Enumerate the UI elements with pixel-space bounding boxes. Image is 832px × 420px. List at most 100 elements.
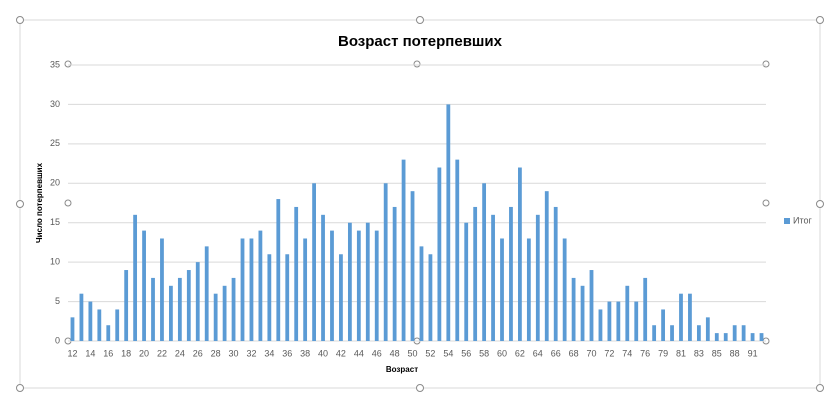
x-tick-label: 32 xyxy=(246,348,256,358)
bar xyxy=(500,238,504,341)
bar xyxy=(231,277,236,341)
x-tick-label: 30 xyxy=(229,348,239,358)
x-tick-label: 46 xyxy=(372,348,382,358)
x-tick-label: 83 xyxy=(694,348,704,358)
x-tick-label: 14 xyxy=(85,348,95,358)
bar xyxy=(652,325,657,341)
x-tick-label: 88 xyxy=(730,348,740,358)
y-tick-label: 10 xyxy=(50,257,60,267)
bar xyxy=(473,206,478,341)
x-tick-label: 68 xyxy=(569,348,579,358)
bar xyxy=(464,222,469,341)
bar xyxy=(705,317,710,341)
bar xyxy=(428,254,433,341)
bar xyxy=(509,206,513,341)
y-tick-label: 25 xyxy=(50,138,60,148)
bar xyxy=(562,238,567,341)
x-tick-label: 38 xyxy=(300,348,310,358)
bar xyxy=(312,183,316,341)
bar xyxy=(267,254,272,341)
x-tick-label: 60 xyxy=(497,348,507,358)
bar xyxy=(124,270,129,341)
x-tick-label: 42 xyxy=(336,348,346,358)
y-tick-label: 30 xyxy=(50,99,60,109)
bar xyxy=(276,199,281,341)
x-tick-label: 62 xyxy=(515,348,525,358)
bar xyxy=(222,285,227,341)
x-tick-label: 64 xyxy=(533,348,543,358)
x-tick-label: 85 xyxy=(712,348,722,358)
x-tick-label: 79 xyxy=(658,348,668,358)
chart-title: Возраст потерпевших xyxy=(338,33,503,50)
bar xyxy=(169,285,173,341)
bar xyxy=(213,293,218,341)
bar xyxy=(419,246,424,341)
x-tick-label: 54 xyxy=(443,348,453,358)
y-tick-label: 15 xyxy=(50,217,60,227)
bar xyxy=(518,167,522,341)
x-tick-label: 48 xyxy=(390,348,400,358)
x-tick-label: 36 xyxy=(282,348,292,358)
x-tick-label: 56 xyxy=(461,348,471,358)
bar xyxy=(696,325,701,341)
bar xyxy=(133,214,138,341)
y-axis-label: Число потерпевших xyxy=(35,162,44,243)
bar xyxy=(151,277,155,341)
bar xyxy=(544,191,549,341)
y-tick-label: 5 xyxy=(55,296,60,306)
bar xyxy=(70,317,75,341)
bar xyxy=(79,293,84,341)
bar xyxy=(339,254,343,341)
x-tick-label: 44 xyxy=(354,348,364,358)
x-tick-label: 18 xyxy=(121,348,131,358)
bar xyxy=(106,325,111,341)
x-tick-label: 50 xyxy=(408,348,418,358)
legend-label: Итог xyxy=(793,215,812,225)
bar xyxy=(195,262,200,341)
bar xyxy=(186,270,191,341)
bar xyxy=(634,301,639,341)
x-tick-label: 20 xyxy=(139,348,149,358)
bar xyxy=(97,309,102,341)
bar xyxy=(365,222,370,341)
x-tick-label: 70 xyxy=(586,348,596,358)
bar xyxy=(482,183,487,341)
bar xyxy=(258,230,263,341)
bar xyxy=(670,325,674,341)
bar xyxy=(607,301,612,341)
bar xyxy=(383,183,388,341)
bar xyxy=(437,167,442,341)
bar xyxy=(759,333,764,341)
bar xyxy=(750,333,755,341)
x-tick-label: 72 xyxy=(604,348,614,358)
bar xyxy=(714,333,719,341)
x-tick-label: 76 xyxy=(640,348,650,358)
bar xyxy=(303,238,308,341)
x-tick-label: 81 xyxy=(676,348,686,358)
x-tick-label: 74 xyxy=(622,348,632,358)
bar xyxy=(177,277,182,341)
x-tick-label: 66 xyxy=(551,348,561,358)
bar xyxy=(616,301,621,341)
bar xyxy=(625,285,630,341)
bar xyxy=(321,214,325,341)
bar xyxy=(491,214,495,341)
bar xyxy=(526,238,531,341)
x-tick-label: 40 xyxy=(318,348,328,358)
bar xyxy=(589,270,594,341)
bar xyxy=(661,309,665,341)
y-tick-label: 20 xyxy=(50,178,60,188)
x-tick-label: 12 xyxy=(67,348,77,358)
bar xyxy=(88,301,93,341)
bar xyxy=(204,246,209,341)
bar xyxy=(115,309,120,341)
x-tick-label: 28 xyxy=(211,348,221,358)
bar xyxy=(688,293,692,341)
bar xyxy=(679,293,683,341)
x-tick-label: 58 xyxy=(479,348,489,358)
bar xyxy=(732,325,737,341)
x-tick-label: 16 xyxy=(103,348,113,358)
bar xyxy=(553,206,558,341)
x-tick-label: 34 xyxy=(264,348,274,358)
bar xyxy=(571,277,576,341)
